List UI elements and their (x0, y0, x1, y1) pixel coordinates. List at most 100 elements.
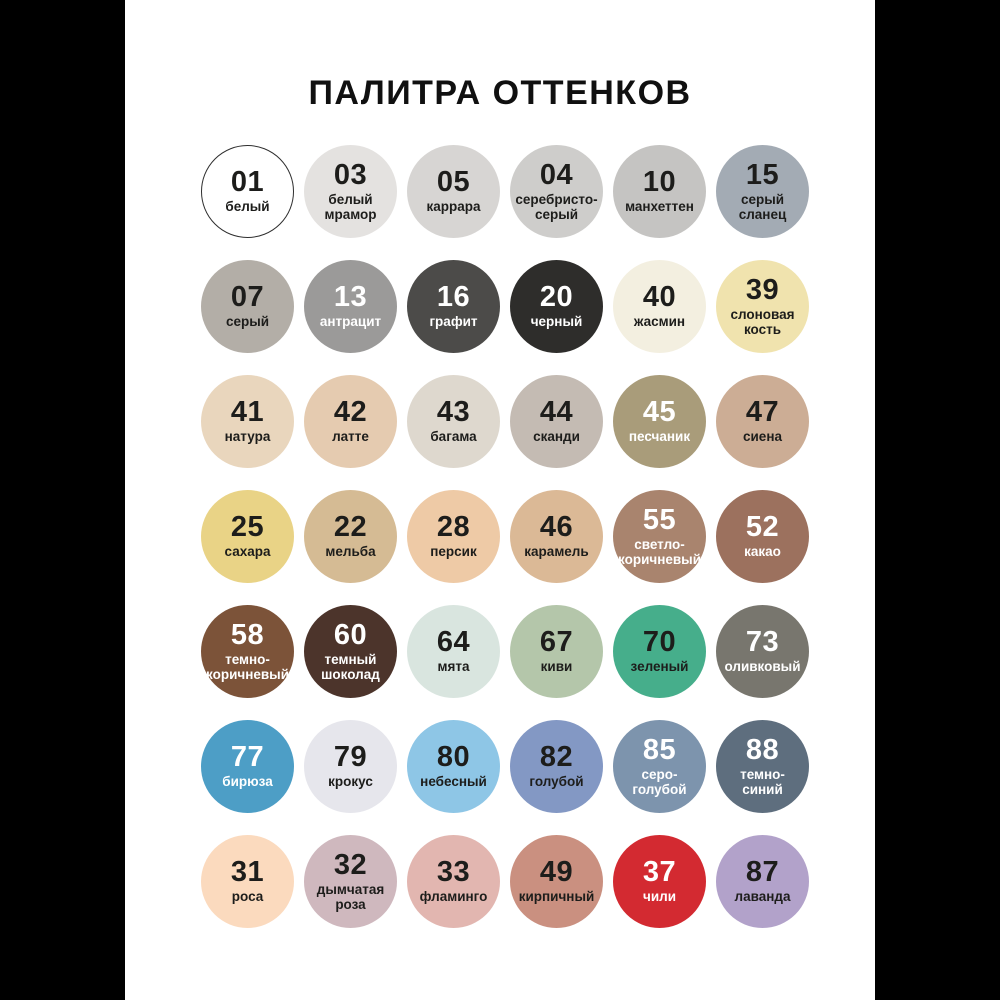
color-swatch-33: 33 фламинго (407, 835, 500, 928)
shade-code: 42 (333, 396, 368, 429)
color-swatch-40: 40 жасмин (613, 260, 706, 353)
shade-code: 13 (333, 281, 368, 314)
color-swatch-82: 82 голубой (510, 720, 603, 813)
shade-code: 79 (333, 741, 368, 774)
shade-name: крокус (328, 774, 373, 790)
shade-name: серебристо- серый (515, 191, 598, 222)
shade-code: 49 (539, 856, 574, 889)
swatch-cell: 82 голубой (505, 709, 608, 824)
swatch-cell: 07 серый (196, 249, 299, 364)
shade-name: темный шоколад (321, 651, 380, 682)
swatch-cell: 87 лаванда (711, 824, 814, 939)
color-swatch-45: 45 песчаник (613, 375, 706, 468)
color-swatch-28: 28 персик (407, 490, 500, 583)
swatch-cell: 77 бирюза (196, 709, 299, 824)
color-swatch-31: 31 роса (201, 835, 294, 928)
shade-name: сахара (224, 544, 271, 560)
color-swatch-07: 07 серый (201, 260, 294, 353)
swatch-cell: 47 сиена (711, 364, 814, 479)
color-swatch-10: 10 манхеттен (613, 145, 706, 238)
shade-name: песчаник (628, 429, 691, 445)
shade-code: 40 (642, 281, 677, 314)
shade-code: 45 (642, 396, 677, 429)
shade-name: оливковый (724, 659, 801, 675)
swatch-cell: 67 киви (505, 594, 608, 709)
shade-code: 55 (642, 503, 677, 536)
swatch-cell: 32 дымчатая роза (299, 824, 402, 939)
color-swatch-20: 20 черный (510, 260, 603, 353)
color-swatch-47: 47 сиена (716, 375, 809, 468)
color-swatch-55: 55 светло- коричневый (613, 490, 706, 583)
shade-name: голубой (529, 774, 584, 790)
color-swatch-41: 41 натура (201, 375, 294, 468)
swatch-cell: 52 какао (711, 479, 814, 594)
shade-code: 07 (230, 281, 265, 314)
swatch-cell: 39 слоновая кость (711, 249, 814, 364)
shade-name: багама (430, 429, 477, 445)
shade-name: сиена (743, 429, 782, 445)
shade-name: слоновая кость (730, 306, 795, 337)
swatch-cell: 22 мельба (299, 479, 402, 594)
shade-code: 64 (436, 626, 471, 659)
shade-name: мята (437, 659, 470, 675)
shade-code: 16 (436, 281, 471, 314)
swatch-cell: 85 серо- голубой (608, 709, 711, 824)
shade-name: графит (429, 314, 478, 330)
swatch-cell: 45 песчаник (608, 364, 711, 479)
swatch-cell: 31 роса (196, 824, 299, 939)
shade-name: темно- коричневый (206, 651, 289, 682)
color-swatch-13: 13 антрацит (304, 260, 397, 353)
shade-name: роса (231, 889, 264, 905)
swatch-cell: 04 серебристо- серый (505, 134, 608, 249)
swatch-cell: 25 сахара (196, 479, 299, 594)
shade-name: темно- синий (740, 766, 785, 797)
shade-code: 31 (230, 856, 265, 889)
shade-code: 04 (539, 158, 574, 191)
color-swatch-80: 80 небесный (407, 720, 500, 813)
color-swatch-58: 58 темно- коричневый (201, 605, 294, 698)
color-swatch-22: 22 мельба (304, 490, 397, 583)
swatch-grid: 01 белый 03 белый мрамор 05 каррара 04 серебрис… (196, 134, 814, 939)
color-swatch-73: 73 оливковый (716, 605, 809, 698)
swatch-cell: 73 оливковый (711, 594, 814, 709)
swatch-cell: 80 небесный (402, 709, 505, 824)
color-swatch-49: 49 кирпичный (510, 835, 603, 928)
shade-name: светло- коричневый (618, 536, 701, 567)
shade-code: 85 (642, 733, 677, 766)
color-swatch-67: 67 киви (510, 605, 603, 698)
shade-name: лаванда (734, 889, 791, 905)
color-swatch-25: 25 сахара (201, 490, 294, 583)
shade-code: 43 (436, 396, 471, 429)
swatch-cell: 03 белый мрамор (299, 134, 402, 249)
color-swatch-16: 16 графит (407, 260, 500, 353)
palette-panel: ПАЛИТРА ОТТЕНКОВ 01 белый 03 белый мрамор 05… (125, 0, 875, 1000)
swatch-cell: 10 манхеттен (608, 134, 711, 249)
shade-name: серый сланец (738, 191, 787, 222)
color-swatch-42: 42 латте (304, 375, 397, 468)
shade-name: чили (642, 889, 676, 905)
shade-code: 33 (436, 856, 471, 889)
swatch-cell: 58 темно- коричневый (196, 594, 299, 709)
shade-name: сканди (533, 429, 580, 445)
color-swatch-79: 79 крокус (304, 720, 397, 813)
shade-code: 73 (745, 626, 780, 659)
shade-code: 70 (642, 626, 677, 659)
swatch-cell: 60 темный шоколад (299, 594, 402, 709)
shade-name: какао (744, 544, 781, 560)
swatch-cell: 05 каррара (402, 134, 505, 249)
shade-code: 52 (745, 511, 780, 544)
shade-name: киви (540, 659, 573, 675)
swatch-cell: 79 крокус (299, 709, 402, 824)
shade-code: 58 (230, 618, 265, 651)
color-swatch-60: 60 темный шоколад (304, 605, 397, 698)
swatch-cell: 28 персик (402, 479, 505, 594)
swatch-cell: 88 темно- синий (711, 709, 814, 824)
shade-code: 77 (230, 741, 265, 774)
shade-name: кирпичный (518, 889, 595, 905)
shade-code: 25 (230, 511, 265, 544)
shade-name: дымчатая роза (316, 881, 385, 912)
swatch-cell: 41 натура (196, 364, 299, 479)
color-swatch-43: 43 багама (407, 375, 500, 468)
shade-code: 28 (436, 511, 471, 544)
swatch-cell: 33 фламинго (402, 824, 505, 939)
